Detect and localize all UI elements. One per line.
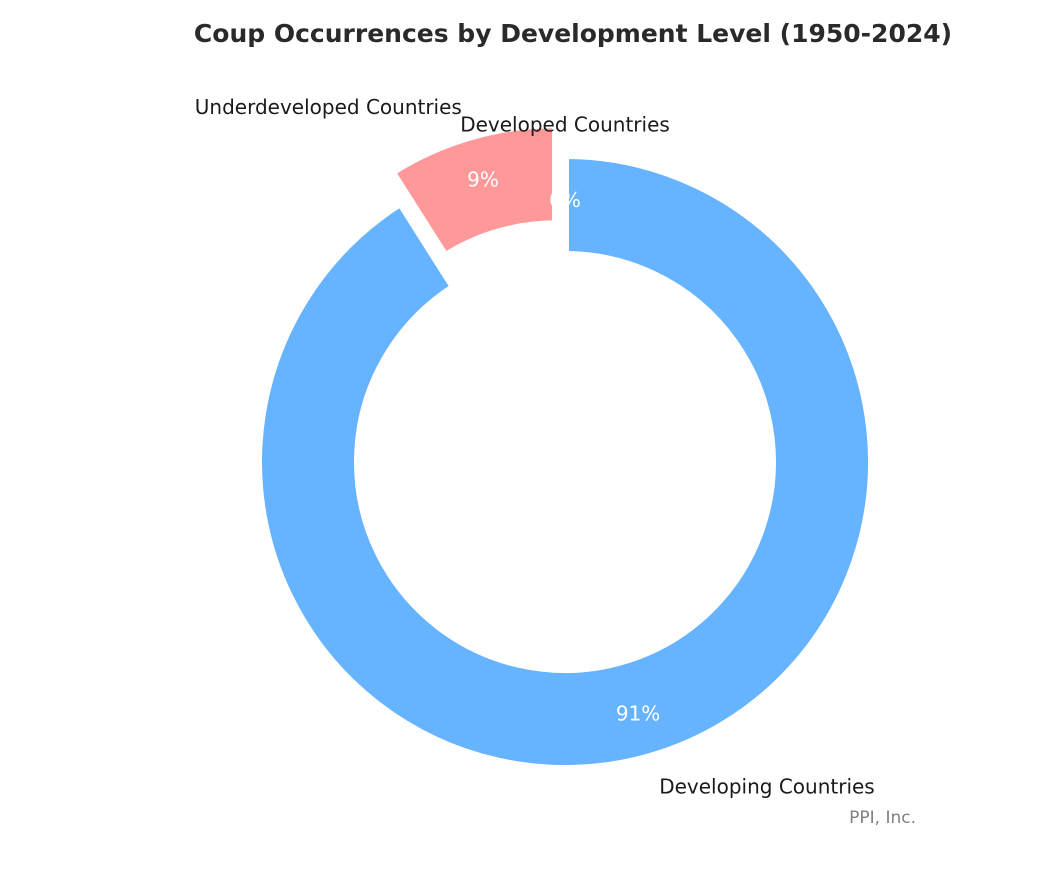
category-label-developing-countries: Developing Countries	[659, 774, 875, 798]
percent-label-developing-countries: 91%	[616, 702, 660, 726]
percent-label-developed-countries: 0%	[549, 188, 581, 212]
category-label-underdeveloped-countries: Underdeveloped Countries	[195, 95, 462, 119]
slice-underdeveloped-countries	[386, 120, 561, 263]
category-label-developed-countries: Developed Countries	[460, 112, 670, 136]
slices-group	[254, 120, 876, 773]
credit-text: PPI, Inc.	[849, 808, 916, 828]
labels-group: Developed Countries 0% Underdeveloped Coun…	[195, 95, 875, 798]
slice-developing-countries	[254, 150, 876, 773]
percent-label-underdeveloped-countries: 9%	[467, 168, 499, 192]
chart-title: Coup Occurrences by Development Level (1…	[194, 19, 952, 48]
